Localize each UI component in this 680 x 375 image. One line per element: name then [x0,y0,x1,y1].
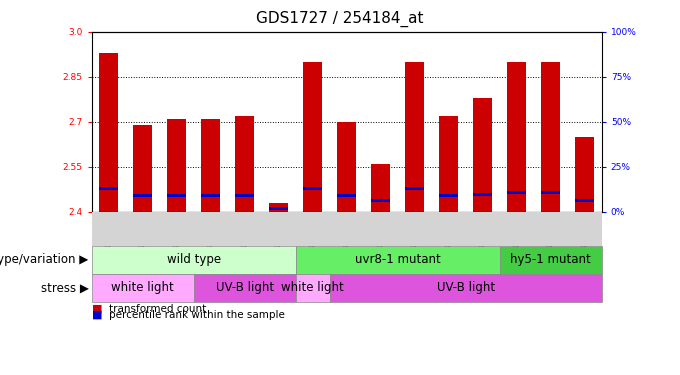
Text: transformed count: transformed count [109,304,206,313]
Text: ■: ■ [92,310,102,320]
Bar [303,62,322,212]
Bar [473,193,492,196]
Bar [133,195,152,198]
Bar [541,62,560,212]
Bar [534,32,568,212]
Text: UV-B light: UV-B light [216,281,274,294]
Bar [201,195,220,198]
Text: UV-B light: UV-B light [437,281,495,294]
Bar [92,32,126,212]
Bar [466,32,500,212]
Bar [99,187,118,190]
Bar [167,195,186,198]
Bar [194,32,228,212]
Bar [99,53,118,212]
Bar [371,199,390,202]
Bar [568,32,602,212]
Bar [541,192,560,195]
Text: hy5-1 mutant: hy5-1 mutant [511,253,591,266]
Bar [371,164,390,212]
Bar [269,203,288,212]
Text: white light: white light [112,281,174,294]
Bar [432,32,466,212]
Text: wild type: wild type [167,253,221,266]
Bar [439,116,458,212]
Text: stress ▶: stress ▶ [41,281,88,294]
Bar [337,195,356,198]
Bar [296,32,330,212]
Bar [330,32,364,212]
Bar [201,119,220,212]
Bar [507,62,526,212]
Text: GDS1727 / 254184_at: GDS1727 / 254184_at [256,11,424,27]
Bar [364,32,398,212]
Bar [167,119,186,212]
Text: percentile rank within the sample: percentile rank within the sample [109,310,285,320]
Bar [262,32,296,212]
Bar [269,207,288,210]
Text: ■: ■ [92,304,102,313]
Bar [303,187,322,190]
Bar [575,137,594,212]
Bar [473,98,492,212]
Bar [398,32,432,212]
Text: genotype/variation ▶: genotype/variation ▶ [0,253,88,266]
Bar [500,32,534,212]
Bar [235,116,254,212]
Text: white light: white light [282,281,344,294]
Bar [228,32,262,212]
Bar [507,192,526,195]
Bar [405,187,424,190]
Bar [439,195,458,198]
Bar [126,32,160,212]
Text: uvr8-1 mutant: uvr8-1 mutant [355,253,441,266]
Bar [337,122,356,212]
Bar [160,32,194,212]
Bar [235,195,254,198]
Bar [405,62,424,212]
Bar [575,199,594,202]
Bar [133,125,152,212]
